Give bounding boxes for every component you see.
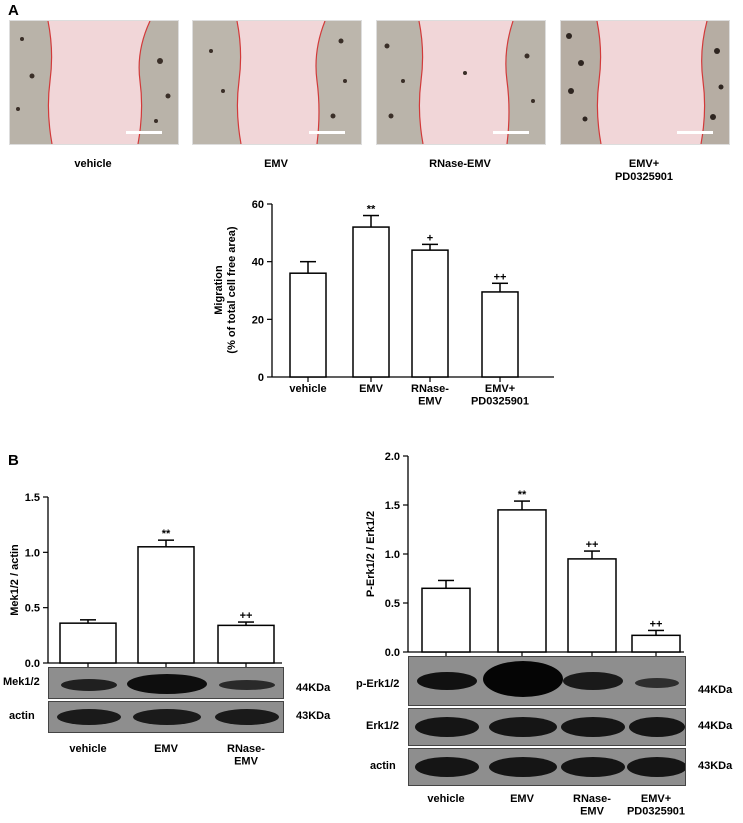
mek-bar [137,546,195,664]
migration-bar [352,226,390,378]
blot-actin-right [408,748,686,786]
mek-ytick-label: 0.5 [25,603,40,615]
mek-significance: ** [162,528,171,540]
erk-ytick-label: 0.5 [385,598,400,610]
blot-erk [408,708,686,746]
blot-label-actin-right: actin [370,760,396,772]
erk-significance: ++ [650,618,663,630]
mek-bar [217,624,275,664]
mek-ytick-label: 1.0 [25,547,40,559]
micrograph-vehicle [9,20,179,145]
migration-ytick-label: 20 [252,314,264,326]
caption-emv-pd0325901: EMV+ PD0325901 [614,158,674,183]
migration-ytick-label: 40 [252,257,264,269]
micrograph-emv [192,20,362,145]
blot-mek-left [48,667,284,699]
panel-a-letter: A [8,2,19,19]
mek-ytick-label: 1.5 [25,492,40,504]
blot-label-perk: p-Erk1/2 [356,678,400,690]
migration-significance: ** [367,204,376,216]
blot-label-erk: Erk1/2 [366,720,400,732]
kda-mek: 44KDa [296,682,331,694]
kda-actin-left: 43KDa [296,710,331,722]
mek-category-label: vehicle [69,743,106,755]
caption-rnase-emv: RNase-EMV [429,158,491,170]
migration-ytick-label: 0 [258,372,264,384]
blot-label-actin-left: actin [9,710,35,722]
erk-category-label: RNase-EMV [573,793,611,818]
migration-bar [481,291,519,378]
erk-category-label: vehicle [427,793,464,805]
migration-category-label: EMV+ PD0325901 [471,383,529,408]
erk-ytick-label: 0.0 [385,647,400,659]
blot-actin-left [48,701,284,733]
erk-ytick-label: 1.0 [385,549,400,561]
erk-bar [567,558,617,653]
mek-category-label: RNase-EMV [227,743,265,768]
erk-bar [631,634,681,653]
mek-category-label: EMV [154,743,179,755]
erk-significance: ** [518,489,527,501]
erk-ylabel: P-Erk1/2 / Erk1/2 [365,511,377,597]
panel-b-letter: B [8,452,19,469]
migration-category-label: EMV [359,383,384,395]
migration-significance: ++ [494,271,507,283]
migration-significance: + [427,232,433,244]
erk-ytick-label: 2.0 [385,451,400,463]
migration-category-label: RNase-EMV [411,383,449,408]
erk-bar [421,587,471,653]
migration-ytick-label: 60 [252,199,264,211]
caption-vehicle: vehicle [74,158,112,170]
kda-actin-right: 43KDa [698,760,733,772]
mek-ytick-label: 0.0 [25,658,40,670]
kda-perk: 44KDa [698,684,733,696]
mek-bar [59,622,117,664]
mek-ylabel: Mek1/2 / actin [9,544,21,616]
micrograph-emv-pd0325901 [560,20,730,145]
caption-emv: EMV [264,158,288,170]
migration-ylabel: Migration(% of total cell free area) [213,226,238,353]
erk-bar [497,509,547,653]
blot-perk [408,656,686,706]
erk-category-label: EMV [510,793,535,805]
kda-erk: 44KDa [698,720,733,732]
erk-significance: ++ [586,539,599,551]
erk-category-label: EMV+ PD0325901 [627,793,685,818]
mek-significance: ++ [240,610,253,622]
migration-bar [289,272,327,378]
migration-bar [411,249,449,378]
blot-label-mek: Mek1/2 [3,676,40,688]
erk-ytick-label: 1.5 [385,500,400,512]
micrograph-rnase-emv [376,20,546,145]
migration-category-label: vehicle [289,383,326,395]
